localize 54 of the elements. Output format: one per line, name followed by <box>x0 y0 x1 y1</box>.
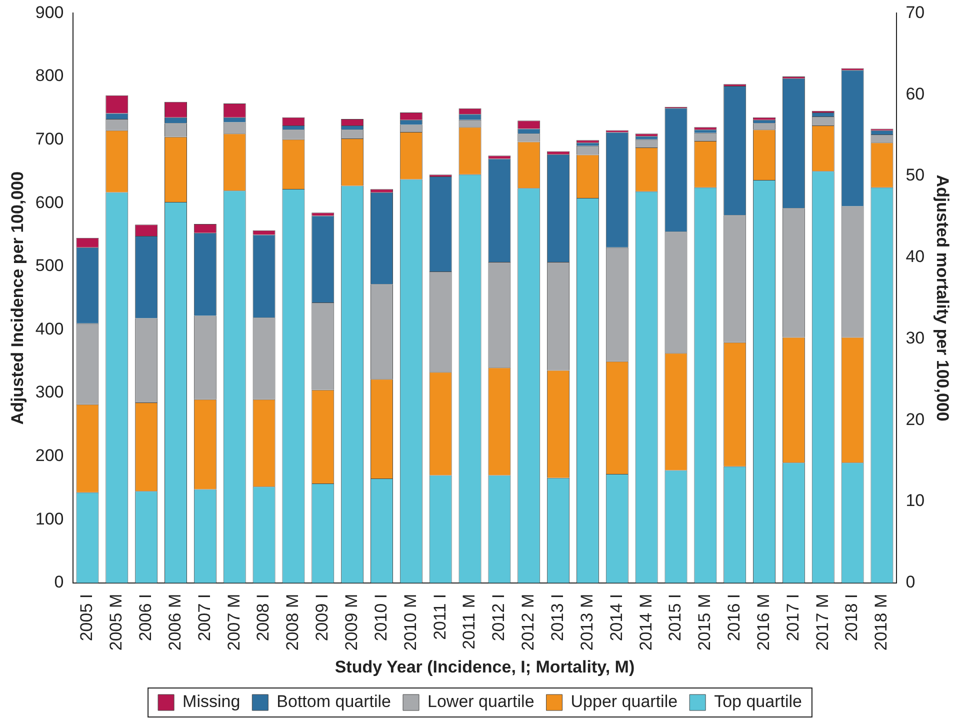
x-tick-label: 2016 M <box>754 594 773 651</box>
y-tick-label: 800 <box>35 66 64 86</box>
x-axis-title: Study Year (Incidence, I; Mortality, M) <box>334 657 635 676</box>
x-tick-label: 2016 I <box>724 594 744 642</box>
x-tick-label: 2014 I <box>606 594 626 642</box>
x-tick-label: 2009 I <box>312 594 332 642</box>
y2-axis-title: Adjusted mortality per 100,000 <box>933 174 952 422</box>
x-tick-label: 2006 I <box>136 594 156 642</box>
x-tick-label: 2010 M <box>400 594 420 651</box>
x-tick-label: 2018 M <box>872 594 891 651</box>
x-tick-label: 2005 M <box>106 594 126 651</box>
x-tick-label: 2007 I <box>194 594 214 642</box>
y2-tick-label: 70 <box>906 2 925 22</box>
x-tick-label: 2017 I <box>783 594 802 642</box>
x-tick-label: 2015 I <box>666 594 685 642</box>
x-tick-label: 2012 I <box>489 594 508 642</box>
legend-label: Bottom quartile <box>276 692 392 712</box>
x-tick-label: 2017 M <box>812 594 832 651</box>
x-tick-label: 2005 I <box>77 594 96 642</box>
x-tick-label: 2007 M <box>224 594 244 651</box>
y-tick-label: 600 <box>35 192 64 212</box>
y-tick-label: 400 <box>35 319 64 338</box>
y2-tick-label: 50 <box>906 166 925 185</box>
y2-tick-label: 0 <box>906 572 916 592</box>
y-tick-label: 0 <box>54 572 64 592</box>
y2-tick-label: 60 <box>906 84 925 104</box>
x-tick-label: 2015 M <box>695 594 714 651</box>
y-tick-label: 200 <box>35 446 64 465</box>
y-tick-label: 500 <box>35 256 64 276</box>
x-tick-label: 2012 M <box>518 594 538 651</box>
x-tick-label: 2014 M <box>636 594 656 651</box>
y2-tick-label: 10 <box>906 491 925 510</box>
y2-tick-label: 30 <box>906 328 925 348</box>
x-tick-label: 2008 I <box>254 594 273 642</box>
x-tick-label: 2006 M <box>165 594 184 651</box>
x-tick-label: 2009 M <box>342 594 361 651</box>
legend-label: Top quartile <box>714 692 802 712</box>
y2-tick-label: 20 <box>906 410 925 429</box>
x-tick-label: 2008 M <box>283 594 302 651</box>
x-tick-label: 2011 M <box>460 594 479 650</box>
x-tick-label: 2013 M <box>577 594 596 651</box>
y2-tick-label: 40 <box>906 247 925 266</box>
y-axis-title: Adjusted Incidence per 100,000 <box>8 171 27 425</box>
legend-label: Lower quartile <box>428 692 534 712</box>
legend-label: Upper quartile <box>570 692 678 712</box>
x-tick-label: 2013 I <box>548 594 567 642</box>
legend-label: Missing <box>182 692 240 712</box>
x-tick-label: 2011 I <box>430 594 450 640</box>
x-tick-label: 2010 I <box>371 594 390 642</box>
x-tick-label: 2018 I <box>842 594 862 642</box>
y-tick-label: 300 <box>35 382 64 402</box>
y-tick-label: 700 <box>35 129 64 148</box>
y-tick-label: 100 <box>35 509 64 528</box>
y-tick-label: 900 <box>35 2 64 22</box>
